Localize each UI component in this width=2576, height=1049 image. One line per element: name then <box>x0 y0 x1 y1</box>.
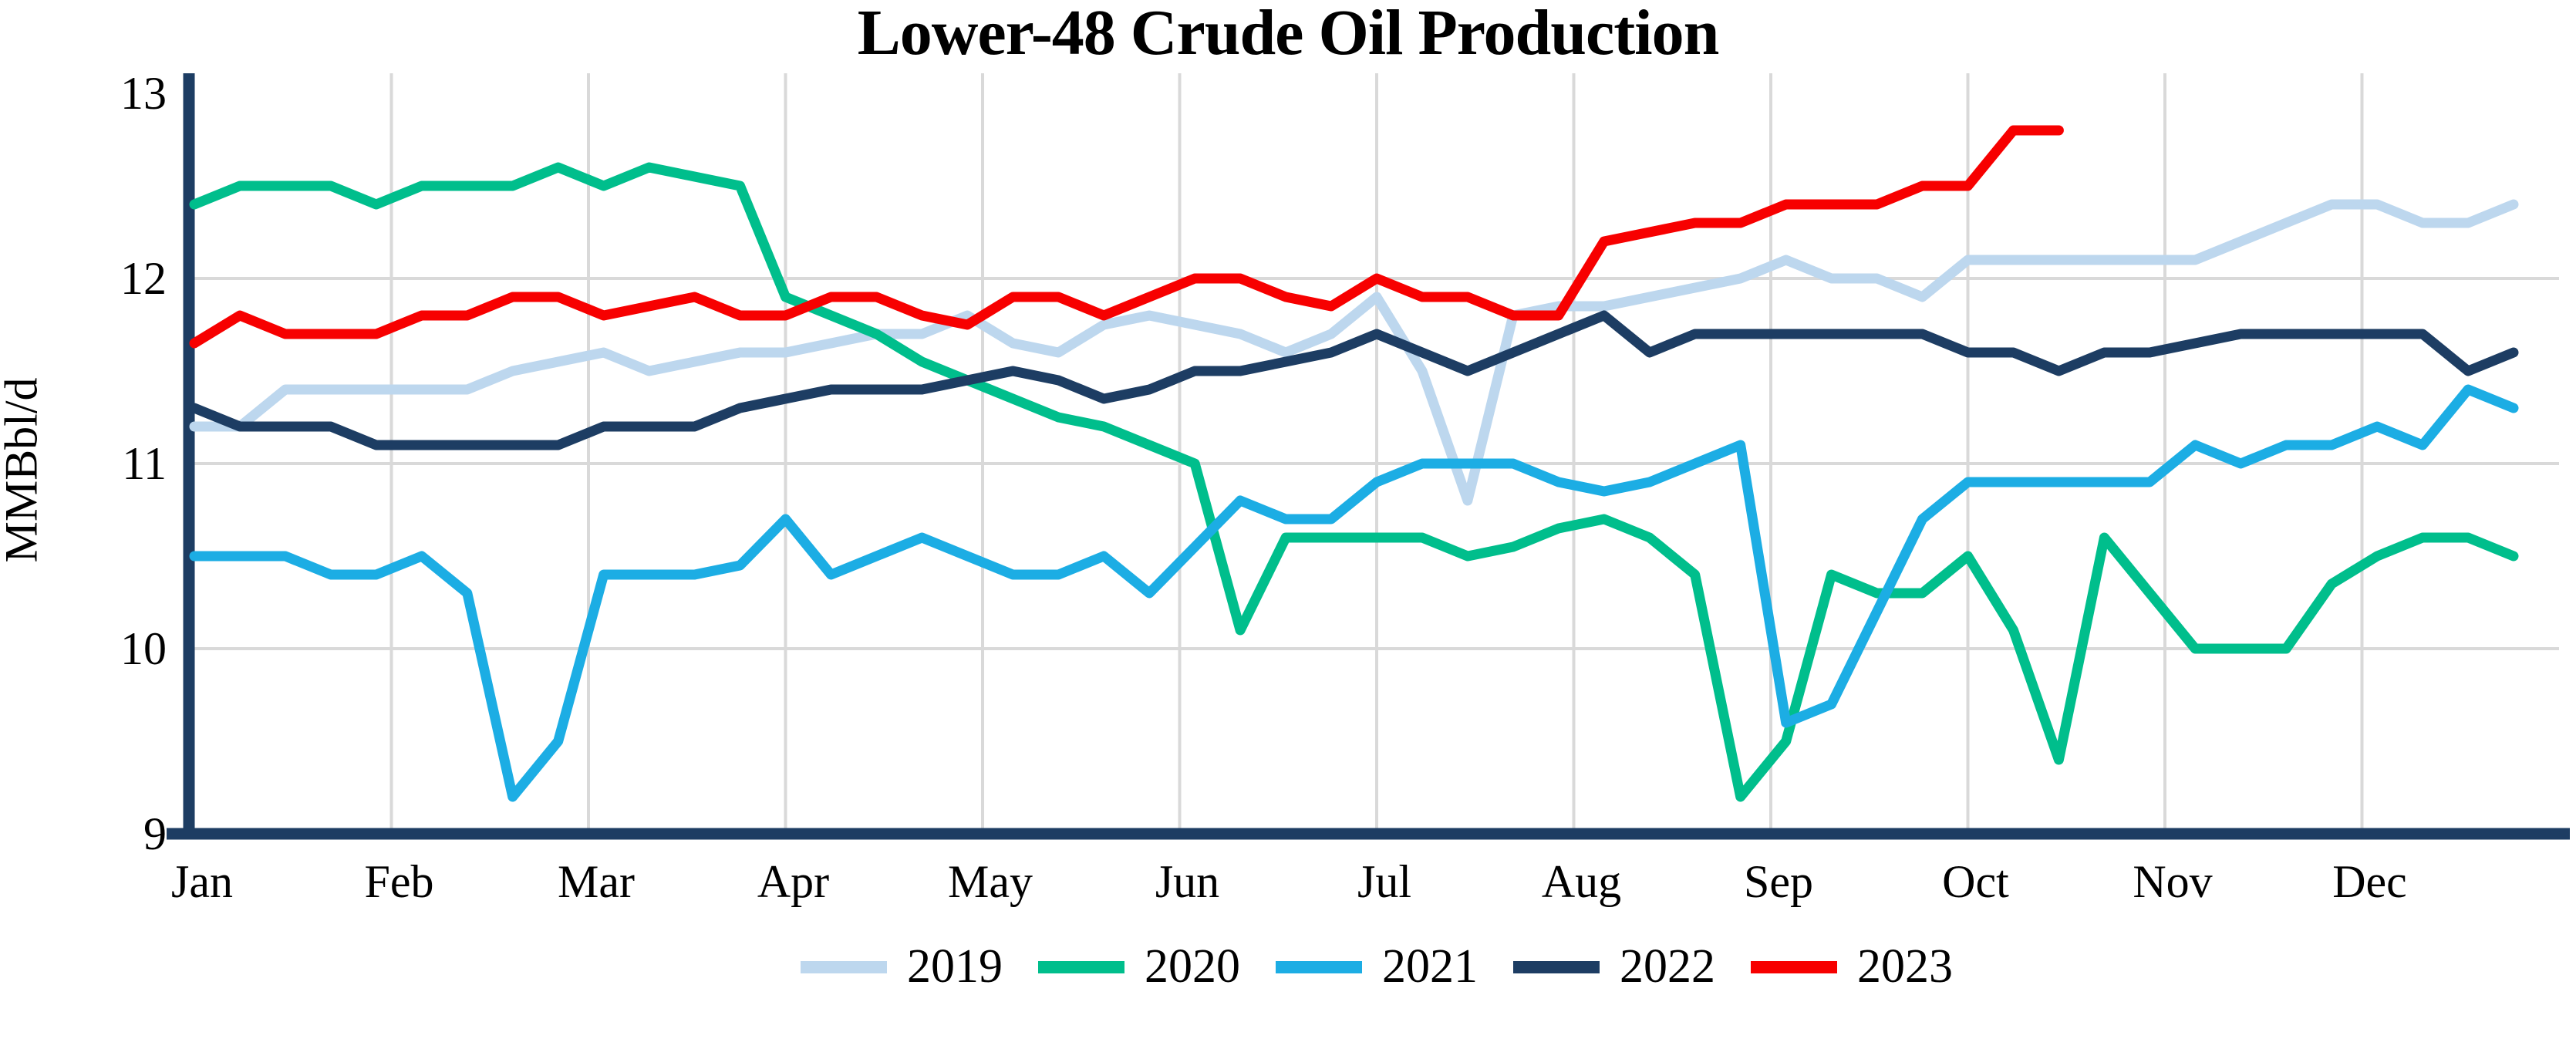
x-tick-label-Aug: Aug <box>1542 856 1621 907</box>
chart-title: Lower-48 Crude Oil Production <box>857 0 1720 69</box>
legend-label-2022: 2022 <box>1620 940 1715 993</box>
legend-item-2021: 2021 <box>1276 939 1478 994</box>
series-line-2021 <box>189 384 2519 802</box>
legend-label-2021: 2021 <box>1382 940 1478 993</box>
x-tick-label-Oct: Oct <box>1942 856 2009 907</box>
legend: 2019 2020 2021 2022 2023 <box>194 939 2559 994</box>
x-tick-label-Jul: Jul <box>1357 856 1411 907</box>
legend-swatch-2021 <box>1276 960 1362 973</box>
legend-item-2023: 2023 <box>1751 939 1953 994</box>
series-line-2019 <box>189 199 2519 506</box>
series-line-2023 <box>189 125 2064 349</box>
x-tick-label-Feb: Feb <box>365 856 434 907</box>
legend-swatch-2020 <box>1038 960 1124 973</box>
x-tick-label-Nov: Nov <box>2133 856 2212 907</box>
y-tick-label-12: 12 <box>120 253 167 304</box>
y-tick-label-13: 13 <box>120 68 167 119</box>
legend-item-2019: 2019 <box>801 939 1003 994</box>
legend-label-2020: 2020 <box>1145 940 1240 993</box>
series-line-2020 <box>189 162 2519 802</box>
legend-swatch-2022 <box>1513 960 1600 973</box>
x-tick-label-Jun: Jun <box>1155 856 1219 907</box>
legend-item-2022: 2022 <box>1513 939 1715 994</box>
x-tick-label-Dec: Dec <box>2332 856 2407 907</box>
legend-swatch-2023 <box>1751 960 1837 973</box>
x-tick-label-Mar: Mar <box>558 856 635 907</box>
legend-label-2019: 2019 <box>907 940 1003 993</box>
x-tick-label-Sep: Sep <box>1744 856 1813 907</box>
x-tick-label-May: May <box>948 856 1033 907</box>
legend-label-2023: 2023 <box>1857 940 1953 993</box>
y-tick-label-11: 11 <box>122 438 167 489</box>
legend-item-2020: 2020 <box>1038 939 1240 994</box>
y-tick-label-10: 10 <box>120 623 167 674</box>
x-tick-label-Jan: Jan <box>171 856 233 907</box>
y-tick-label-9: 9 <box>143 808 167 859</box>
x-tick-label-Apr: Apr <box>757 856 829 907</box>
legend-swatch-2019 <box>801 960 887 973</box>
series-line-2022 <box>189 310 2519 450</box>
